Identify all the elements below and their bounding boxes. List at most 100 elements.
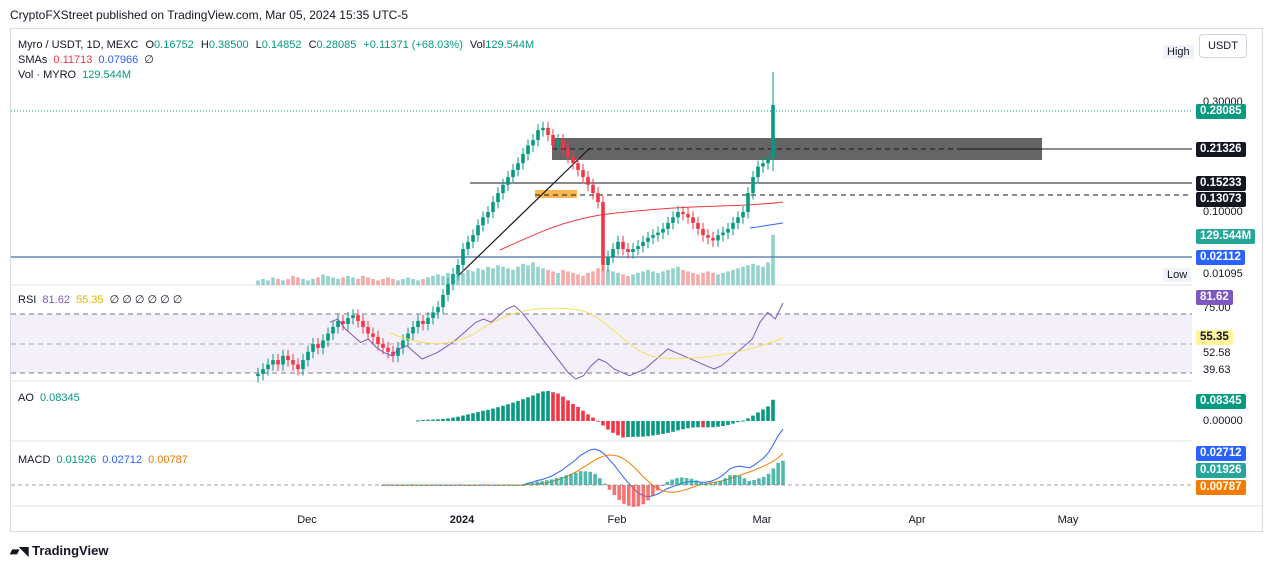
macd-histogram-bar xyxy=(448,485,453,486)
volume-bar xyxy=(696,274,700,285)
ao-bar xyxy=(646,421,650,437)
macd-histogram-bar xyxy=(598,478,602,485)
volume-bar xyxy=(291,275,295,285)
ao-bar xyxy=(676,421,680,431)
candle-body xyxy=(546,127,550,136)
candle-body xyxy=(376,336,380,345)
chart-frame[interactable] xyxy=(10,28,1263,532)
candle-body xyxy=(706,235,710,238)
candle-body xyxy=(731,222,735,229)
candle-body xyxy=(696,222,700,229)
ao-bar xyxy=(486,409,490,421)
volume-bar xyxy=(711,272,715,285)
volume-bar xyxy=(461,272,465,285)
volume-bar xyxy=(426,277,430,285)
volume-bar xyxy=(756,265,760,285)
candle-body xyxy=(516,163,520,170)
ao-bar xyxy=(571,403,575,421)
macd-histogram-bar xyxy=(400,485,405,486)
volume-bar xyxy=(731,269,735,285)
volume-bar xyxy=(411,278,415,285)
volume-bar xyxy=(511,269,515,285)
macd-histogram-bar xyxy=(718,480,723,485)
volume-bar xyxy=(451,274,455,285)
ao-bar xyxy=(516,400,520,421)
volume-bar xyxy=(381,278,385,285)
tag-macd-line: 0.01926 xyxy=(1196,463,1246,478)
ao-bar xyxy=(556,393,560,421)
rsi-tick-75: 75.00 xyxy=(1203,302,1231,314)
x-label-dec: Dec xyxy=(297,514,317,526)
volume-bar xyxy=(436,274,440,285)
macd-histogram-bar xyxy=(752,480,756,485)
volume-series xyxy=(256,235,775,285)
legend-smas-row: SMAs 0.11713 0.07966 ∅ xyxy=(18,54,154,66)
candle-body xyxy=(591,184,595,194)
volume-bar xyxy=(636,272,640,285)
ao-bar xyxy=(666,421,670,433)
ao-bar xyxy=(561,396,565,421)
ao-bar xyxy=(591,417,595,421)
macd-histogram-bar xyxy=(655,485,660,491)
x-label-feb: Feb xyxy=(607,514,627,526)
legend-rsi-row: RSI 81.62 55.35 ∅ ∅ ∅ ∅ ∅ ∅ xyxy=(18,294,183,306)
macd-histogram-bar xyxy=(679,477,684,485)
volume-bar xyxy=(341,277,345,285)
macd-histogram-bar xyxy=(477,485,482,486)
candle-body xyxy=(471,235,475,242)
volume-bar xyxy=(421,278,425,285)
volume-bar xyxy=(496,265,500,285)
ao-bar xyxy=(686,421,690,429)
volume-bar xyxy=(531,262,535,285)
tag-volume: 129.544M xyxy=(1196,229,1256,244)
volume-bar xyxy=(666,269,670,285)
volume-bar xyxy=(406,277,410,285)
ao-bar xyxy=(586,414,590,421)
volume-bar xyxy=(361,275,365,285)
candle-body xyxy=(766,158,770,164)
volume-bar xyxy=(736,268,740,285)
macd-histogram-bar xyxy=(733,475,737,485)
volume-bar xyxy=(321,274,325,285)
volume-bar xyxy=(281,280,285,285)
macd-histogram-bar xyxy=(511,485,515,486)
volume-bar xyxy=(431,275,435,285)
volume-bar xyxy=(301,278,305,285)
candle-body xyxy=(341,320,345,324)
ao-bar xyxy=(611,421,615,433)
candle-body xyxy=(476,225,480,236)
candle-body xyxy=(356,315,360,321)
ao-bar xyxy=(651,421,655,436)
candle-body xyxy=(666,222,670,229)
ao-bar xyxy=(616,421,620,436)
volume-bar xyxy=(286,278,290,285)
candle-body xyxy=(311,344,315,352)
ao-bar xyxy=(636,421,640,437)
candle-body xyxy=(596,193,600,203)
ao-bar xyxy=(446,418,450,421)
ao-bar xyxy=(526,397,530,421)
candle-body xyxy=(381,344,385,348)
volume-bar xyxy=(671,268,675,285)
macd-histogram-bar xyxy=(708,483,713,485)
volume-bar xyxy=(456,271,460,285)
volume-bar xyxy=(621,274,625,285)
volume-bar xyxy=(331,277,335,285)
ao-bar xyxy=(626,421,630,438)
ao-bar xyxy=(661,421,665,434)
macd-histogram-bar xyxy=(684,478,689,485)
ao-bar xyxy=(751,415,755,421)
ao-bar xyxy=(701,421,705,428)
currency-button[interactable]: USDT xyxy=(1199,34,1247,58)
macd-histogram-bar xyxy=(569,473,573,485)
volume-bar xyxy=(466,269,470,285)
tradingview-logo[interactable]: ▰◥ TradingView xyxy=(10,543,109,558)
tag-macd-hist: 0.00787 xyxy=(1196,480,1246,495)
macd-histogram-bar xyxy=(492,485,496,486)
volume-bar xyxy=(311,278,315,285)
rsi-line xyxy=(329,302,784,380)
ao-bar xyxy=(726,421,730,425)
candle-body xyxy=(526,145,530,154)
x-label-2024: 2024 xyxy=(449,514,475,526)
